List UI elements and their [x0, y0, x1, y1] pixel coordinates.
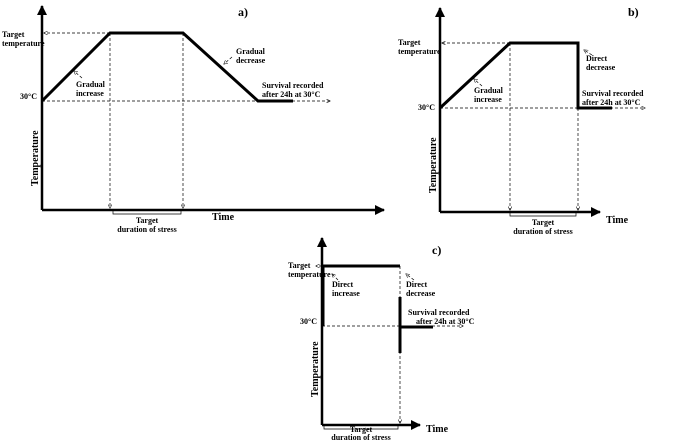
panel-label: a): [238, 5, 248, 19]
y-axis-title: Temperature: [428, 137, 439, 193]
baseline-label: 30°C: [20, 92, 37, 101]
panel-b: b) Target temperature 30°C Gradual incre…: [398, 5, 645, 236]
rise-label: increase: [332, 289, 360, 298]
survival-label: after 24h at 30°C: [262, 90, 321, 99]
rise-label: Gradual: [76, 80, 106, 89]
duration-label: duration of stress: [331, 433, 390, 441]
fall-label: decrease: [236, 56, 266, 65]
duration-bracket: [509, 213, 577, 217]
panel-label: c): [432, 243, 441, 257]
panel-label: b): [628, 5, 639, 19]
panel-c: c) Target temperature 30°C Direct increa…: [288, 237, 475, 441]
duration-label: duration of stress: [117, 225, 176, 234]
rise-pointer: [74, 71, 83, 79]
temperature-profile: [438, 41, 612, 110]
target-label: temperature: [2, 39, 45, 48]
y-axis-title: Temperature: [30, 130, 41, 186]
temperature-profile: [321, 264, 400, 326]
duration-label: Target: [350, 425, 373, 434]
rise-label: increase: [76, 89, 104, 98]
target-label: Target: [2, 30, 25, 39]
duration-label: Target: [532, 218, 555, 227]
fall-pointer: [584, 50, 593, 56]
rise-label: Gradual: [474, 86, 504, 95]
fall-label: Direct: [406, 280, 428, 289]
survival-label: after 24h at 30°C: [582, 98, 641, 107]
fall-label: decrease: [586, 63, 616, 72]
baseline-label: 30°C: [418, 103, 435, 112]
x-axis-title: Time: [212, 212, 235, 223]
duration-label: duration of stress: [513, 227, 572, 236]
x-axis-title: Time: [606, 215, 629, 226]
duration-bracket: [323, 426, 399, 430]
fall-pointer: [224, 56, 233, 64]
panel-a: a) Target temperature 30°C Gradual incre…: [2, 5, 385, 234]
temperature-profile: [40, 31, 293, 103]
target-label: Target: [398, 38, 421, 47]
baseline-label: 30°C: [300, 317, 317, 326]
survival-label: Survival recorded: [582, 89, 644, 98]
survival-label: Survival recorded: [262, 81, 324, 90]
duration-bracket: [112, 211, 182, 215]
rise-pointer: [332, 274, 339, 281]
rise-pointer: [474, 79, 483, 87]
rise-label: increase: [474, 95, 502, 104]
fall-label: Gradual: [236, 47, 266, 56]
target-label: Target: [288, 261, 311, 270]
survival-label: Survival recorded: [408, 308, 470, 317]
survival-label: after 24h at 30°C: [416, 317, 475, 326]
duration-label: Target: [136, 216, 159, 225]
fall-pointer: [406, 274, 415, 281]
fall-label: decrease: [406, 289, 436, 298]
rise-label: Direct: [332, 280, 354, 289]
y-axis-title: Temperature: [310, 341, 321, 397]
target-label: temperature: [398, 47, 441, 56]
target-label: temperature: [288, 270, 331, 279]
x-axis-title: Time: [426, 424, 449, 435]
fall-label: Direct: [586, 54, 608, 63]
